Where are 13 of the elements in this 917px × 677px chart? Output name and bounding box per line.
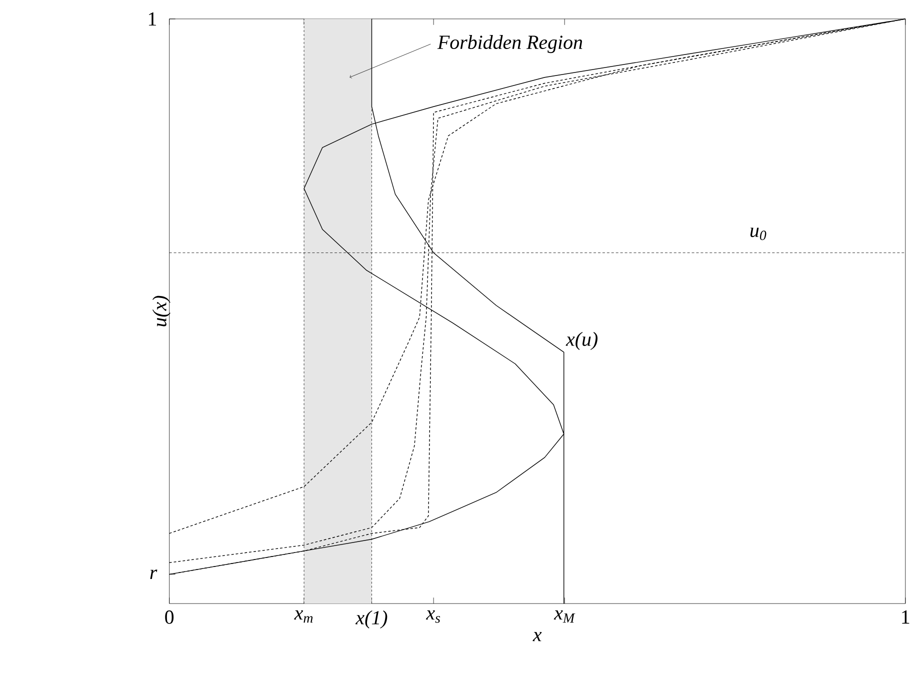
x-tick-label: 1 [902, 610, 910, 624]
x-tick-label: x$_{s}$ [426, 610, 440, 623]
x-tick-label: 0 [165, 610, 174, 624]
band-label: Forbidden Region [437, 34, 582, 53]
ref-line-label: u$_{0}$ [750, 228, 766, 240]
x-tick-label: x$_{m}$ [294, 610, 313, 623]
x-tick-label: x$_{M}$ [554, 610, 576, 623]
text: 1 [148, 12, 156, 26]
x-tick-label: x(1) [355, 610, 388, 628]
y-axis-title: u(x) [152, 296, 170, 326]
x-axis-title: x [532, 632, 542, 641]
annotation: r [150, 570, 158, 579]
annotation: x(u) [566, 332, 598, 350]
